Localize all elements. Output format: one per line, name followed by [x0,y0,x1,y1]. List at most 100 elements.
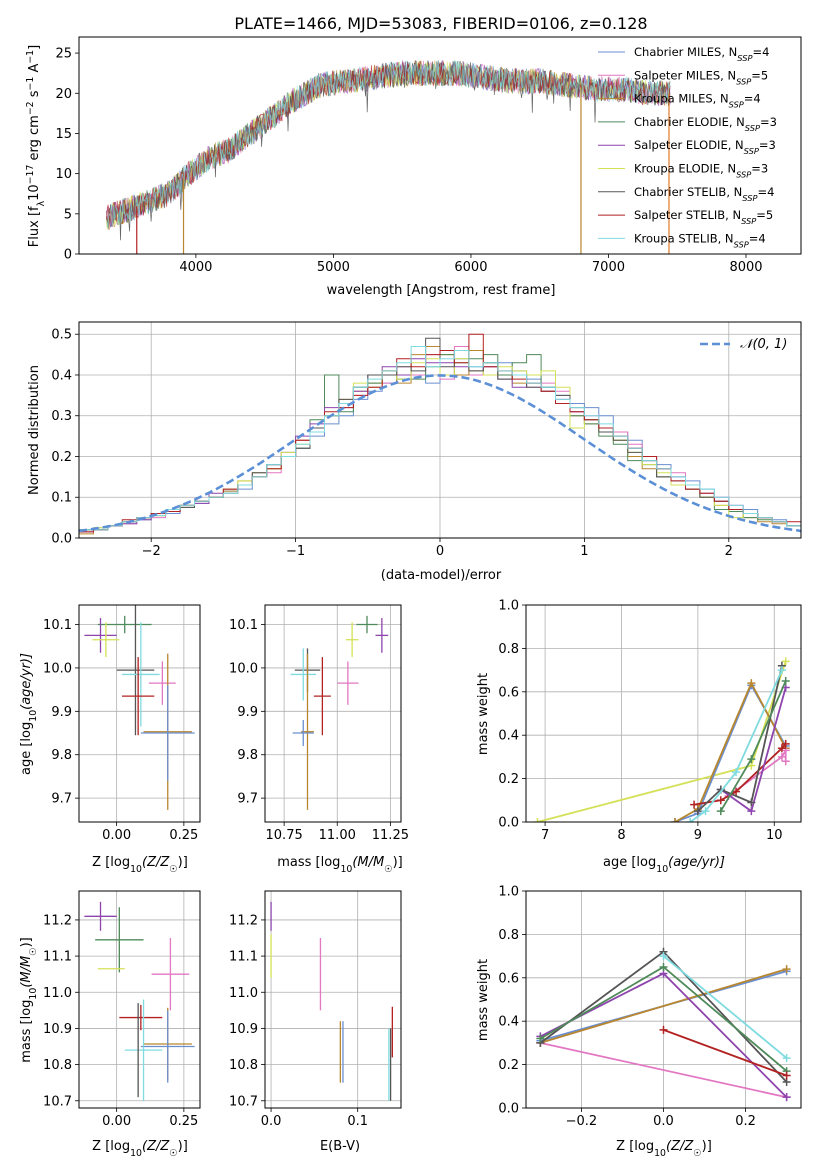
legend-label-part: SSP [744,146,759,156]
y-axis-label-part: 10 [28,710,39,722]
weight-marker [536,1034,545,1043]
x-axis-label-part: ☉ [693,1148,701,1159]
x-tick-label: 0.00 [102,1114,131,1129]
y-tick-label: 0.0 [498,1102,519,1117]
weight-line [540,1042,787,1099]
legend-label-part: Salpeter MILES, N [634,68,736,82]
legend-label: Kroupa ELODIE, NSSP=3 [634,162,768,180]
legend-label-part: =4 [749,231,766,245]
x-axis-label: mass [log10(M/M☉)] [277,855,403,875]
y-tick-label: 1.0 [498,599,519,614]
plot-area [79,333,801,535]
y-tick-label: 10.7 [43,1094,72,1109]
y-tick-label: 9.7 [51,792,72,807]
x-axis-label-part: ☉ [169,864,177,875]
y-tick-label: 0.8 [498,928,519,943]
x-axis-label-part: (M/M [352,855,384,870]
y-tick-label: 9.9 [51,705,72,720]
y-tick-label: 9.7 [237,792,258,807]
y-tick-label: 0.2 [498,1058,519,1073]
y-axis-label-part: mass weight [476,673,491,755]
weight-marker [701,807,710,816]
x-axis-label-part: )] [178,855,188,870]
legend-label: Chabrier ELODIE, NSSP=3 [634,115,777,133]
y-tick-label: 0.4 [51,368,72,383]
axes-frame [78,604,201,823]
x-axis-label: wavelength [Angstrom, rest frame] [327,283,556,298]
x-axis-label: (data-model)/error [381,568,502,583]
y-tick-label: 0.2 [498,772,519,787]
x-axis-label-part: (Z/Z [666,1139,694,1154]
x-tick-label: −1 [286,544,305,559]
x-axis-label-part: age [log [603,855,656,870]
x-tick-label: 0.0 [653,1114,674,1129]
plot-area [536,947,791,1102]
x-tick-label: 0.25 [169,1114,198,1129]
x-tick-label: 0.0 [261,1114,282,1129]
y-tick-label: 0.0 [51,532,72,547]
weight-marker [782,1071,791,1080]
axes-frame [78,36,802,255]
legend-label-part: Chabrier ELODIE, N [634,115,745,129]
x-axis-label-part: 10 [656,864,668,875]
y-tick-label: 9.9 [237,705,258,720]
y-tick-label: 15 [55,127,72,142]
y-tick-label: 10 [55,167,72,182]
plot-area [84,901,195,1101]
weight-marker [781,757,790,766]
legend-label: Kroupa STELIB, NSSP=4 [634,231,766,249]
weight-marker [716,807,725,816]
spectrum-line [106,60,671,229]
weight-marker [781,657,790,666]
y-axis-label-part: −2 [25,101,36,115]
x-axis-label-part: 10 [340,864,352,875]
spectrum-panel: 4000 5000 6000 7000 8000 0 5 10 15 20 25 Chabrier M… [25,36,802,298]
legend-label: Salpeter ELODIE, NSSP=3 [634,138,776,156]
y-tick-label: 20 [55,87,72,102]
x-axis-label-part: ☉ [169,1148,177,1159]
x-tick-label: 8000 [729,260,762,275]
plot-area [270,901,393,1101]
y-tick-label: 11.2 [43,913,72,928]
y-tick-label: 5 [64,207,72,222]
y-tick-label: 25 [55,47,72,62]
legend-label-part: Chabrier STELIB, N [634,185,742,199]
x-tick-label: 0.1 [347,1114,368,1129]
x-tick-label: 9 [694,828,702,843]
weight-marker [747,807,756,816]
weight-marker [777,752,786,761]
x-tick-label: 11.25 [372,828,409,843]
y-tick-label: 11.0 [229,986,258,1001]
x-tick-label: 2 [725,544,733,559]
y-axis-label-part: (M/M [19,956,34,988]
y-axis-label-part: )] [19,937,34,947]
x-tick-label: 0.25 [169,828,198,843]
legend-label-part: =4 [757,185,774,199]
x-tick-label: −2 [142,544,161,559]
gaussian-curve [79,374,801,533]
y-tick-label: 10.1 [43,618,72,633]
mass-weight-vs-Z-panel: −0.2 0.0 0.2 0.0 0.2 0.4 0.6 0.8 1.0 Z [log10(Z/Z… [476,885,802,1159]
weight-line [693,743,787,806]
legend-label: Salpeter MILES, NSSP=5 [634,68,768,86]
x-tick-label: 7 [541,828,549,843]
legend-label-part: =3 [760,115,777,129]
weight-marker [659,962,668,971]
age-vs-mass-panel: 10.75 11.00 11.25 9.7 9.8 9.9 10.0 10.1 mass [lo… [229,604,409,875]
legend-gaussian-label: 𝒩(0, 1) [740,337,787,352]
x-tick-label: 6000 [454,260,487,275]
x-tick-label: 1 [580,544,588,559]
legend-label-part: SSP [741,216,756,226]
y-axis-label-part: 10 [28,988,39,1000]
y-tick-label: 0.4 [498,729,519,744]
weight-marker [782,965,791,974]
x-axis-label: Z [log10(Z/Z☉)] [92,1139,188,1159]
y-tick-label: 1.0 [498,885,519,900]
x-axis-label-part: (Z/Z [142,855,170,870]
y-axis-label-part: mass weight [476,959,491,1041]
x-axis-label: E(B-V) [320,1139,360,1154]
y-tick-label: 10.8 [229,1058,258,1073]
weight-marker [747,798,756,807]
plot-area [84,605,195,810]
